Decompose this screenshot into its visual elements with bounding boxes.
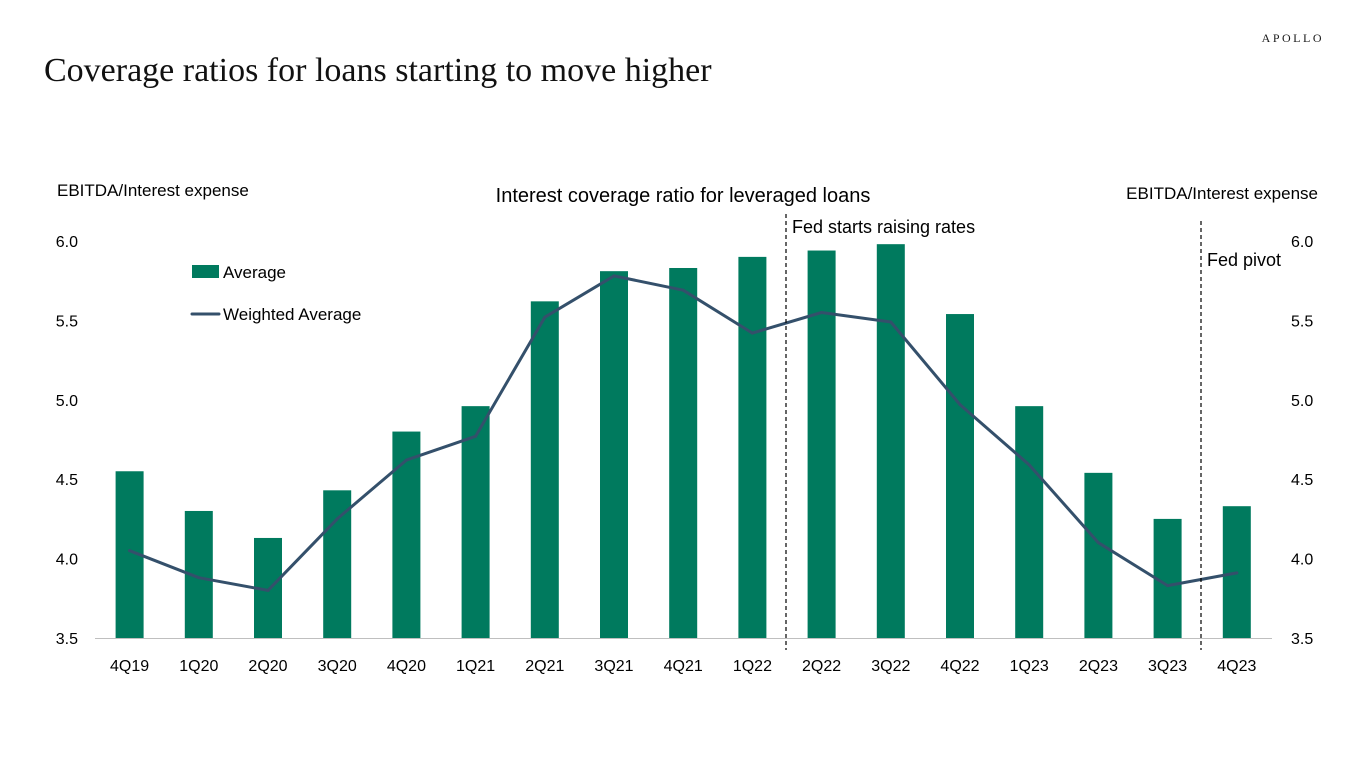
xtick-label: 1Q21 [456, 658, 495, 675]
ytick-right-label: 4.0 [1291, 552, 1313, 569]
ytick-right-label: 5.0 [1291, 393, 1313, 410]
xtick-label: 3Q21 [594, 658, 633, 675]
point-4Q23 [1235, 571, 1239, 575]
point-2Q23 [1096, 541, 1100, 545]
y-axis-label-right: EBITDA/Interest expense [1126, 184, 1318, 203]
point-4Q21 [681, 288, 685, 292]
xtick-label: 4Q21 [664, 658, 703, 675]
point-2Q21 [543, 315, 547, 319]
legend-swatch-average [192, 265, 219, 278]
bar-3Q21 [600, 271, 628, 638]
xtick-label: 2Q22 [802, 658, 841, 675]
ytick-right-label: 4.5 [1291, 472, 1313, 489]
bar-4Q21 [669, 267, 698, 638]
y-axis-label-left: EBITDA/Interest expense [57, 181, 249, 200]
ytick-left-label: 5.0 [56, 393, 78, 410]
brand-logo: APOLLO [1261, 31, 1324, 45]
point-3Q22 [889, 320, 893, 324]
point-4Q20 [404, 458, 408, 462]
ytick-right-label: 3.5 [1291, 631, 1313, 648]
bar-4Q20 [392, 431, 421, 638]
legend-label-average: Average [223, 263, 286, 282]
xtick-label: 2Q21 [525, 658, 564, 675]
xtick-label: 4Q20 [387, 658, 426, 675]
page-title: Coverage ratios for loans starting to mo… [44, 52, 712, 89]
point-1Q23 [1027, 463, 1031, 467]
xtick-label: 4Q22 [940, 658, 979, 675]
point-1Q20 [197, 576, 201, 580]
bar-3Q22 [876, 244, 905, 638]
ytick-left-label: 4.5 [56, 472, 78, 489]
point-1Q22 [750, 331, 754, 335]
xtick-label: 4Q23 [1217, 658, 1256, 675]
chart-title: Interest coverage ratio for leveraged lo… [496, 185, 871, 207]
annotation-label: Fed starts raising rates [792, 217, 975, 237]
bar-4Q22 [946, 314, 974, 638]
bar-1Q23 [1015, 406, 1044, 638]
point-1Q21 [474, 434, 478, 438]
point-3Q20 [335, 517, 339, 521]
xtick-label: 1Q20 [179, 658, 218, 675]
ytick-right-label: 5.5 [1291, 313, 1313, 330]
point-3Q23 [1166, 584, 1170, 588]
xtick-label: 4Q19 [110, 658, 149, 675]
xtick-label: 2Q23 [1079, 658, 1118, 675]
point-2Q20 [266, 588, 270, 592]
ytick-right-label: 6.0 [1291, 234, 1313, 251]
xtick-label: 3Q23 [1148, 658, 1187, 675]
point-4Q19 [128, 549, 132, 553]
xtick-label: 3Q20 [318, 658, 357, 675]
ytick-left-label: 4.0 [56, 552, 78, 569]
bar-2Q22 [807, 250, 836, 638]
xtick-label: 1Q23 [1010, 658, 1049, 675]
xtick-label: 2Q20 [248, 658, 287, 675]
legend-label-weighted-average: Weighted Average [223, 305, 361, 324]
bar-2Q23 [1084, 472, 1113, 638]
bar-1Q22 [738, 256, 767, 638]
xtick-label: 1Q22 [733, 658, 772, 675]
bar-1Q21 [461, 406, 490, 638]
point-2Q22 [820, 310, 824, 314]
point-4Q22 [958, 403, 962, 407]
point-3Q21 [612, 274, 616, 278]
annotation-label: Fed pivot [1207, 250, 1281, 270]
bar-3Q20 [323, 490, 352, 638]
ytick-left-label: 3.5 [56, 631, 78, 648]
ytick-left-label: 5.5 [56, 313, 78, 330]
xtick-label: 3Q22 [871, 658, 910, 675]
ytick-left-label: 6.0 [56, 234, 78, 251]
bar-2Q21 [530, 301, 559, 638]
